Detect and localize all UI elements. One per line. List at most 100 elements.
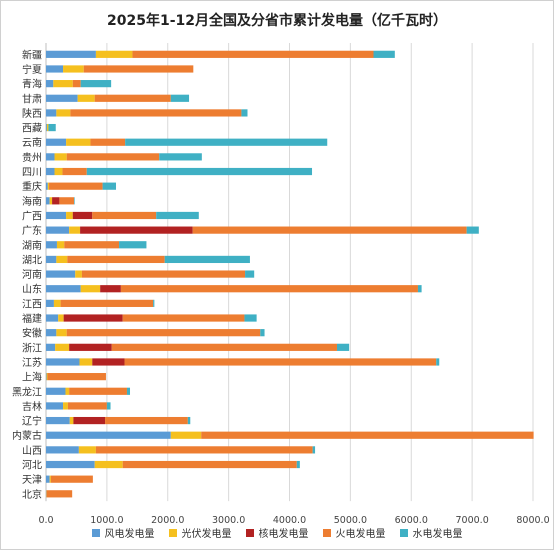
bar-segment: [46, 431, 171, 439]
category-label: 河南: [22, 268, 42, 281]
bar-segment: [94, 94, 171, 102]
bar-segment: [46, 197, 50, 205]
category-label: 辽宁: [22, 415, 42, 428]
bar-segment: [417, 285, 422, 293]
category-label: 宁夏: [22, 63, 42, 76]
bar-segment: [46, 446, 79, 454]
bar-segment: [56, 329, 67, 337]
bar-segment: [67, 402, 107, 410]
category-label: 江西: [22, 298, 42, 310]
bar-segment: [80, 80, 112, 88]
bar-segment: [106, 402, 111, 410]
bar-segment: [81, 270, 246, 278]
bar-segment: [122, 460, 297, 469]
category-label: 西藏: [22, 123, 42, 135]
category-label: 湖南: [22, 239, 42, 252]
bar-segment: [77, 94, 95, 102]
bar-segment: [90, 138, 126, 146]
bar-segment: [56, 241, 65, 249]
bar-segment: [46, 358, 80, 366]
legend-swatch: [168, 528, 177, 537]
category-label: 新疆: [22, 48, 42, 61]
category-label: 山西: [22, 445, 42, 457]
bar-segment: [72, 211, 93, 220]
category-label: 上海: [22, 371, 42, 384]
bar-segment: [100, 285, 121, 293]
legend-swatch: [245, 528, 254, 537]
bar-segment: [66, 153, 160, 161]
category-label: 河北: [22, 460, 42, 472]
bar-segment: [46, 50, 96, 58]
bar-segment: [46, 373, 48, 381]
bar-segment: [80, 226, 193, 234]
legend-item: 光伏发电量: [168, 525, 232, 540]
bar-segment: [187, 416, 191, 425]
bar-segment: [64, 241, 120, 249]
legend-swatch: [91, 528, 100, 537]
bar-segment: [95, 50, 133, 58]
bar-segment: [79, 358, 93, 366]
category-label: 海南: [22, 195, 42, 208]
bar-segment: [63, 314, 123, 322]
bar-segment: [53, 299, 61, 307]
legend-label: 风电发电量: [104, 529, 155, 540]
legend-item: 核电发电量: [245, 525, 309, 540]
chart-legend: 风电发电量 光伏发电量 核电发电量 火电发电量 水电发电量: [1, 525, 553, 540]
category-label: 贵州: [22, 151, 42, 164]
bar-segment: [296, 460, 300, 469]
bar-segment: [95, 446, 313, 454]
bar-segment: [83, 65, 194, 73]
bar-segment: [46, 299, 54, 307]
bar-segment: [46, 416, 70, 425]
bar-segment: [58, 314, 64, 322]
category-label: 天津: [22, 474, 42, 486]
bar-segment: [312, 446, 316, 454]
bar-segment: [69, 387, 127, 395]
chart-title: 2025年1-12月全国及分省市累计发电量（亿千瓦时）: [107, 13, 447, 29]
bar-segment: [119, 241, 147, 249]
bar-segment: [59, 197, 75, 205]
bar-segment: [111, 343, 337, 351]
bar-segment: [46, 94, 78, 102]
legend-label: 火电发电量: [335, 529, 386, 540]
bar-segment: [52, 197, 60, 205]
legend-item: 水电发电量: [399, 525, 463, 540]
bar-segment: [46, 211, 67, 220]
bar-segment: [67, 255, 165, 264]
bar-segment: [65, 387, 70, 395]
category-label: 甘肃: [22, 92, 42, 105]
bar-segment: [54, 153, 67, 161]
bar-segment: [46, 329, 57, 337]
bar-segment: [73, 416, 106, 425]
bar-segment: [49, 182, 103, 190]
bar-segment: [53, 80, 73, 88]
bar-segment: [170, 431, 202, 439]
x-tick-label: 0.0: [38, 515, 53, 526]
bar-segment: [46, 475, 50, 483]
bar-segment: [92, 211, 157, 220]
legend-swatch: [399, 528, 408, 537]
category-label: 内蒙古: [12, 429, 42, 442]
bar-segment: [159, 153, 202, 161]
bar-segment: [244, 314, 257, 322]
bar-segment: [122, 314, 245, 322]
bar-segment: [436, 358, 440, 366]
bar-segment: [46, 153, 55, 161]
bar-segment: [46, 80, 54, 88]
bar-segment: [46, 387, 66, 395]
bar-segment: [46, 123, 49, 132]
bar-segment: [46, 270, 76, 278]
bar-segment: [60, 299, 154, 307]
x-tick-label: 5000.0: [334, 515, 367, 526]
bar-segment: [192, 226, 467, 234]
bar-segment: [46, 460, 95, 469]
legend-item: 火电发电量: [322, 525, 386, 540]
bar-segment: [102, 182, 117, 190]
bar-segment: [241, 109, 248, 117]
bar-segment: [132, 50, 374, 58]
bar-segment: [46, 490, 73, 498]
category-label: 重庆: [22, 180, 42, 193]
category-label: 黑龙江: [12, 385, 42, 398]
